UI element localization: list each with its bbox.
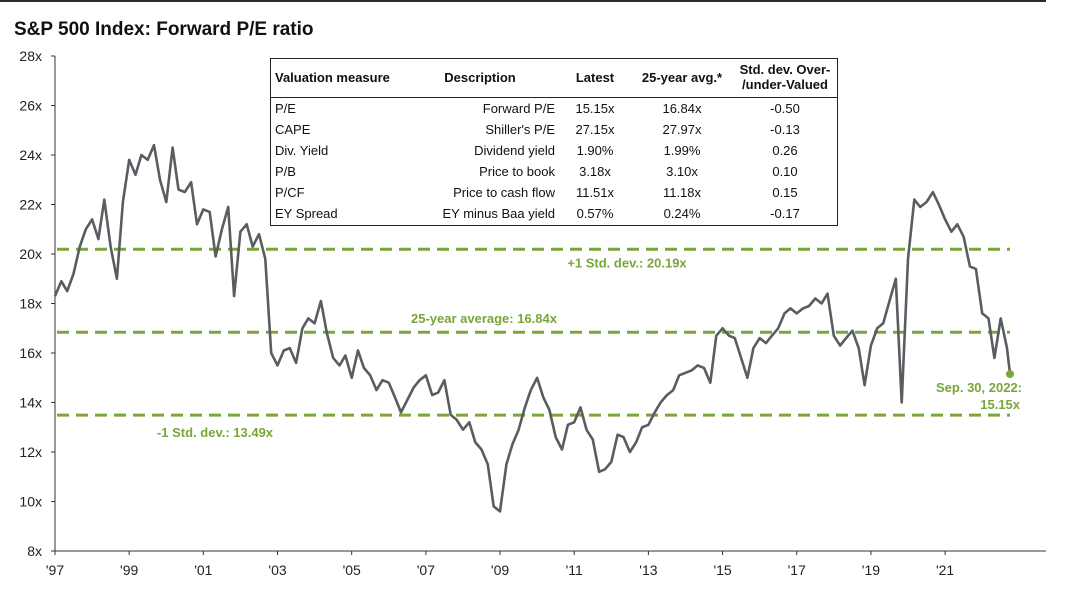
cell-latest: 27.15x	[575, 122, 615, 137]
cell-measure: Div. Yield	[275, 143, 329, 158]
y-tick-label: 28x	[19, 48, 42, 64]
table-header-row: Valuation measure Description Latest 25-…	[271, 59, 837, 98]
x-tick-label: '17	[788, 562, 806, 578]
x-tick-label: '01	[194, 562, 212, 578]
x-tick-label: '99	[120, 562, 138, 578]
x-tick-label: '21	[936, 562, 954, 578]
cell-description: Dividend yield	[474, 143, 555, 158]
x-tick-label: '11	[566, 562, 583, 578]
cell-measure: P/E	[275, 101, 296, 116]
cell-stddev: -0.13	[770, 122, 800, 137]
cell-description: Price to book	[479, 164, 555, 179]
y-tick-label: 8x	[27, 543, 42, 559]
cell-latest: 15.15x	[575, 101, 615, 116]
plus-one-std-label: +1 Std. dev.: 20.19x	[567, 255, 687, 270]
header-25yr-avg: 25-year avg.*	[631, 59, 733, 98]
x-tick-label: '97	[46, 562, 64, 578]
header-description: Description	[401, 59, 559, 98]
average-label: 25-year average: 16.84x	[411, 311, 558, 326]
cell-latest: 1.90%	[576, 143, 614, 158]
chart-title: S&P 500 Index: Forward P/E ratio	[14, 19, 314, 40]
x-tick-label: '07	[417, 562, 435, 578]
cell-stddev: 0.10	[772, 164, 798, 179]
table-row: P/CF Price to cash flow 11.51x 11.18x 0.15	[271, 182, 837, 203]
header-valuation-measure: Valuation measure	[271, 59, 401, 98]
endpoint-label-value: 15.15x	[980, 397, 1021, 412]
table-row: CAPE Shiller's P/E 27.15x 27.97x -0.13	[271, 119, 837, 140]
endpoint-marker	[1006, 370, 1014, 379]
table-row: P/B Price to book 3.18x 3.10x 0.10	[271, 161, 837, 182]
y-tick-label: 14x	[19, 395, 42, 411]
y-tick-label: 22x	[19, 197, 42, 213]
cell-latest: 3.18x	[579, 164, 611, 179]
cell-measure: EY Spread	[275, 206, 338, 221]
x-tick-label: '15	[713, 562, 731, 578]
table-row: P/E Forward P/E 15.15x 16.84x -0.50	[271, 98, 837, 120]
endpoint-label-date: Sep. 30, 2022:	[936, 380, 1022, 395]
table-row: Div. Yield Dividend yield 1.90% 1.99% 0.26	[271, 140, 837, 161]
x-tick-label: '05	[343, 562, 361, 578]
y-tick-label: 26x	[19, 98, 42, 114]
cell-stddev: 0.26	[772, 143, 798, 158]
y-tick-label: 12x	[19, 444, 42, 460]
cell-stddev: 0.15	[772, 185, 798, 200]
y-tick-label: 16x	[19, 345, 42, 361]
cell-avg: 3.10x	[666, 164, 698, 179]
cell-description: EY minus Baa yield	[442, 206, 556, 221]
cell-avg: 16.84x	[662, 101, 702, 116]
x-tick-label: '09	[491, 562, 509, 578]
valuation-table: Valuation measure Description Latest 25-…	[270, 58, 838, 226]
cell-stddev: -0.50	[770, 101, 800, 116]
cell-avg: 11.18x	[662, 185, 702, 200]
y-tick-label: 20x	[19, 246, 42, 262]
cell-description: Forward P/E	[482, 101, 555, 116]
cell-latest: 11.51x	[575, 185, 615, 200]
cell-latest: 0.57%	[576, 206, 614, 221]
y-tick-label: 18x	[19, 296, 42, 312]
cell-measure: CAPE	[275, 122, 311, 137]
x-tick-label: '03	[268, 562, 286, 578]
cell-stddev: -0.17	[770, 206, 800, 221]
x-tick-label: '19	[862, 562, 880, 578]
header-std-dev: Std. dev. Over- /under-Valued	[733, 59, 837, 98]
cell-avg: 0.24%	[663, 206, 701, 221]
top-rule	[0, 0, 1046, 2]
cell-description: Shiller's P/E	[485, 122, 555, 137]
cell-avg: 27.97x	[662, 122, 702, 137]
cell-measure: P/CF	[275, 185, 305, 200]
y-tick-label: 24x	[19, 147, 42, 163]
header-std-dev-text: Std. dev. Over- /under-Valued	[739, 62, 831, 92]
cell-avg: 1.99%	[663, 143, 701, 158]
header-latest: Latest	[559, 59, 631, 98]
series-line-forward-pe	[53, 143, 1012, 513]
table-row: EY Spread EY minus Baa yield 0.57% 0.24% -0.…	[271, 203, 837, 224]
cell-description: Price to cash flow	[453, 185, 555, 200]
cell-measure: P/B	[275, 164, 296, 179]
x-tick-label: '13	[639, 562, 657, 578]
y-tick-label: 10x	[19, 494, 42, 510]
minus-one-std-label: -1 Std. dev.: 13.49x	[157, 425, 274, 440]
